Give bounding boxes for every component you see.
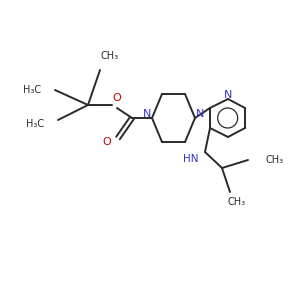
- Text: H₃C: H₃C: [26, 119, 44, 129]
- Text: O: O: [112, 93, 122, 103]
- Text: HN: HN: [182, 154, 198, 164]
- Text: CH₃: CH₃: [265, 155, 283, 165]
- Text: CH₃: CH₃: [101, 51, 119, 61]
- Text: H₃C: H₃C: [23, 85, 41, 95]
- Text: O: O: [103, 137, 111, 147]
- Text: N: N: [143, 109, 151, 119]
- Text: N: N: [224, 90, 232, 100]
- Text: CH₃: CH₃: [228, 197, 246, 207]
- Text: N: N: [196, 109, 204, 119]
